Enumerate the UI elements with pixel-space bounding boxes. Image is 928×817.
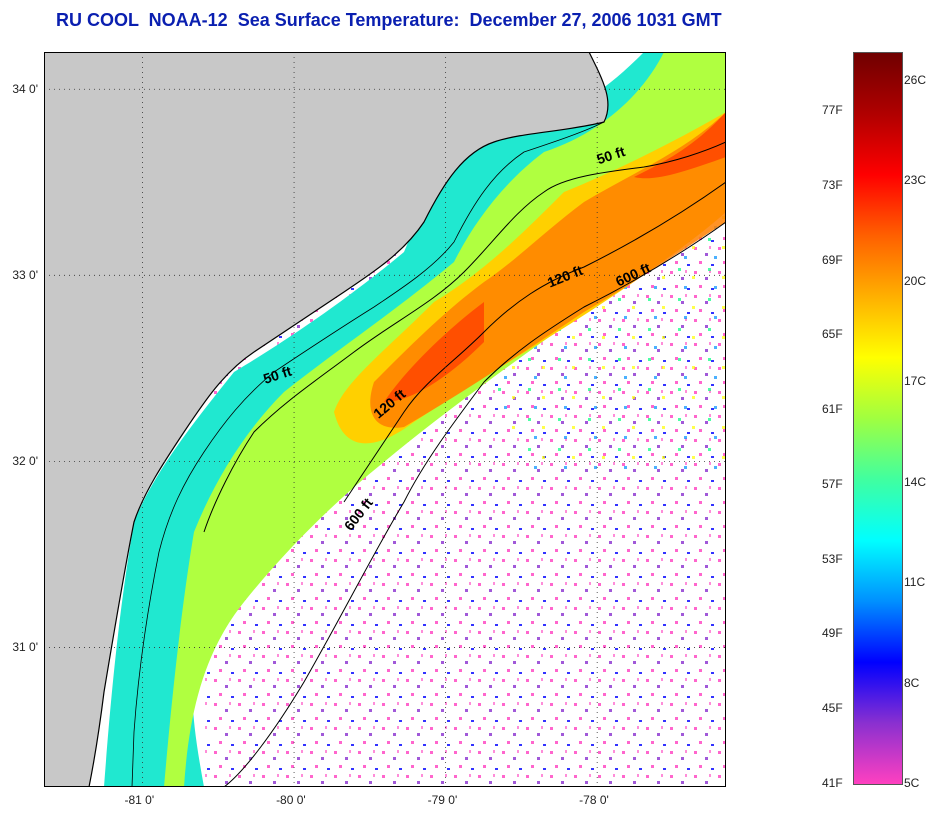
depth-contour-600ft (223, 221, 726, 787)
colorbar-fahrenheit-label: 49F (822, 626, 843, 641)
lon-tick-label: -81 0' (124, 793, 155, 807)
land-mass (44, 52, 609, 787)
lat-tick-label: 32 0' (12, 454, 38, 469)
graticule (44, 52, 726, 787)
colorbar-fahrenheit-label: 77F (822, 103, 843, 117)
colorbar-celsius-label: 14C (904, 474, 927, 489)
temperature-colorbar (853, 52, 903, 785)
colorbar-celsius-label: 17C (904, 374, 927, 389)
lon-tick-label: -80 0' (276, 793, 306, 807)
colorbar-fahrenheit-label: 41F (822, 776, 843, 790)
colorbar-fahrenheit-label: 45F (822, 701, 843, 716)
map-title: RU COOL NOAA-12 Sea Surface Temperature:… (56, 10, 722, 30)
lon-tick-label: -78 0' (579, 793, 609, 807)
colorbar-fahrenheit-label: 65F (822, 327, 843, 342)
colorbar-fahrenheit-label: 53F (822, 551, 843, 566)
map-frame (44, 52, 726, 787)
depth-contour-120ft (343, 181, 726, 503)
colorbar-celsius-label: 11C (904, 575, 926, 590)
depth-contour-50ft (203, 141, 726, 533)
coastline-inner (131, 121, 605, 787)
sst-band-hottest (384, 112, 726, 402)
colorbar-celsius-label: 26C (904, 73, 927, 87)
colorbar-fahrenheit-label: 61F (822, 402, 843, 417)
colorbar-fahrenheit-label: 73F (822, 177, 843, 192)
lat-tick-label: 34 0' (12, 82, 38, 97)
coastline (88, 52, 609, 787)
lon-tick-label: -79 0' (427, 793, 458, 807)
colorbar-celsius-label: 20C (904, 273, 927, 288)
lat-tick-label: 31 0' (12, 640, 38, 655)
colorbar-celsius-label: 8C (904, 675, 920, 690)
colorbar-celsius-label: 5C (904, 776, 920, 790)
colorbar-fahrenheit-label: 69F (822, 252, 843, 267)
colorbar-celsius-label: 23C (904, 173, 927, 188)
colorbar-fahrenheit-label: 57F (822, 476, 843, 491)
lat-tick-label: 33 0' (12, 268, 38, 283)
